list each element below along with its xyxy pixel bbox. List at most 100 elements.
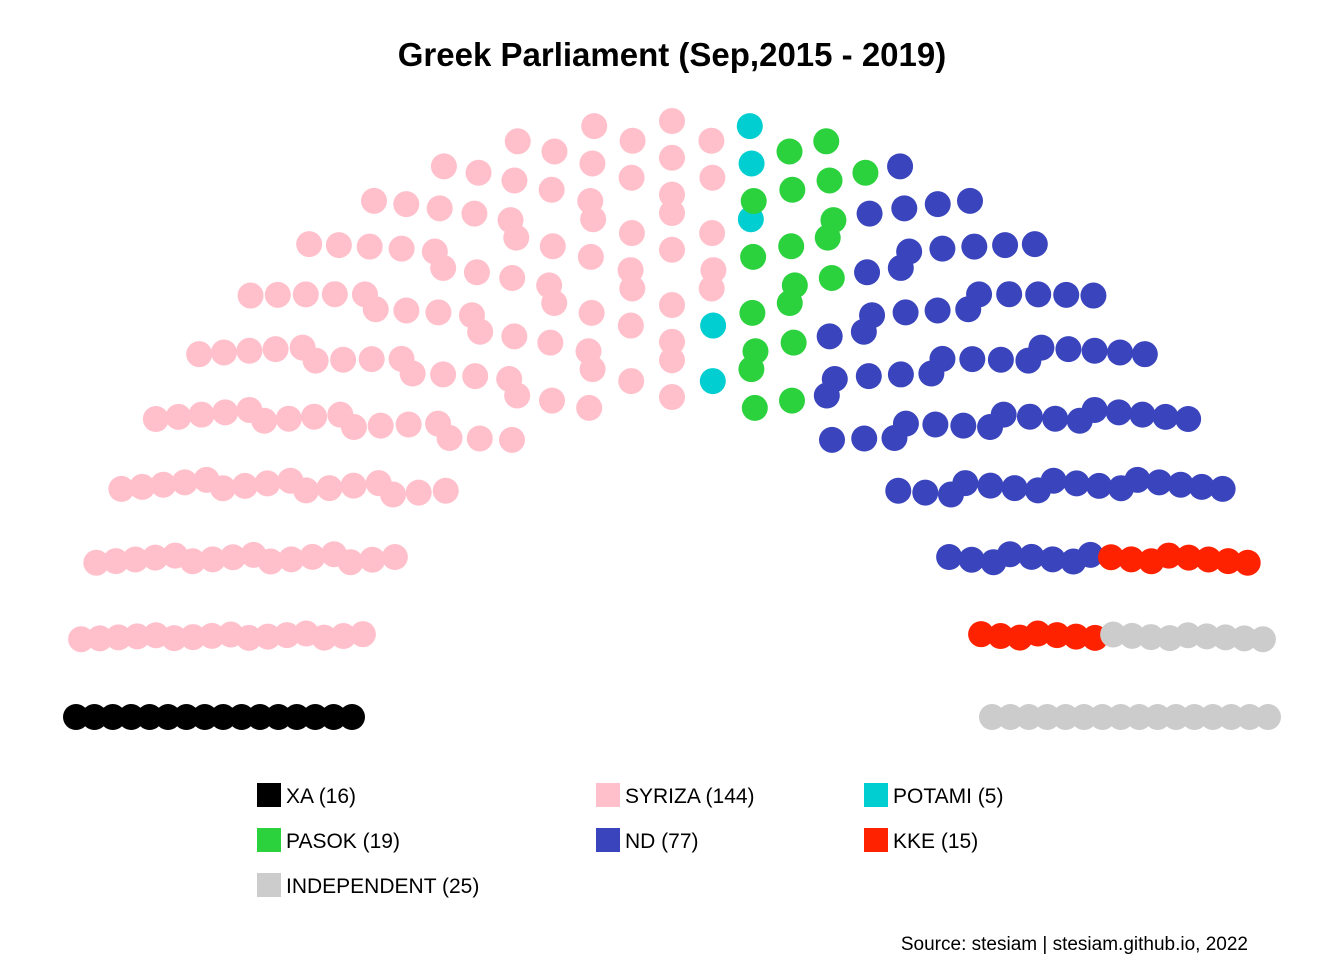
seat-independent [1100,621,1127,648]
seat-nd [961,233,988,260]
seat-syriza [659,236,685,263]
seat-syriza [236,337,263,364]
seat-pasok [779,176,806,203]
seat-syriza [659,108,685,134]
seat-nd [950,412,977,439]
seat-syriza [619,127,646,154]
seat-syriza [575,338,602,365]
legend: XA (16) SYRIZA (144) POTAMI (5) PASOK (19) N… [257,783,1003,898]
seat-nd [929,235,956,262]
seat-syriza [108,475,135,502]
seat-syriza [349,621,376,648]
seat-pasok [818,264,845,291]
seat-nd [1129,401,1156,428]
seat-syriza [499,426,525,453]
seat-independent [979,704,1005,730]
seat-independent [1199,704,1226,730]
seat-independent [1126,704,1153,730]
seat-pasok [742,338,769,365]
seat-kke [1063,623,1090,650]
seat-independent [1137,624,1164,651]
seat-nd [1021,231,1048,258]
seat-nd [992,232,1019,259]
legend-swatch-potami [864,783,888,807]
seat-syriza [254,470,281,497]
seat-nd [891,195,918,222]
seat-pasok [816,167,843,194]
seat-syriza [162,542,189,569]
seat-syriza [426,195,453,222]
seat-kke [1234,549,1261,576]
seat-independent [1174,622,1201,649]
legend-swatch-independent [257,873,281,897]
seat-nd [958,546,985,573]
legend-label-pasok: PASOK (19) [286,830,400,853]
seat-pasok [739,299,766,326]
seat-syriza [358,346,385,373]
seat-nd [859,302,886,329]
seat-nd [959,346,986,373]
seat-syriza [381,544,408,570]
seat-syriza [240,541,267,568]
legend-label-xa: XA (16) [286,785,356,808]
seat-nd [1081,396,1108,423]
seat-pasok [776,138,803,165]
seat-nd [855,363,882,390]
seat-syriza [68,626,95,653]
seat-xa [136,704,163,730]
seat-nd [821,365,848,392]
seat-xa [228,704,255,730]
seat-nd [1167,471,1194,498]
seat-syriza [105,624,132,651]
seat-syriza [217,621,244,648]
seat-syriza [541,138,568,165]
legend-swatch-pasok [257,828,281,852]
seat-nd [1131,341,1158,368]
seat-syriza [165,403,192,430]
seat-syriza [581,113,608,140]
seat-nd [1042,405,1069,432]
seat-syriza [237,282,264,309]
seat-xa [99,704,126,730]
seat-syriza [659,144,685,171]
seat-nd [912,479,939,506]
seat-syriza [296,231,323,258]
seat-syriza [618,164,645,191]
seat-syriza [361,187,387,214]
seat-pasok [740,188,767,215]
seat-xa [173,704,200,730]
seat-syriza [617,257,644,284]
seat-nd [987,346,1014,373]
seat-xa [155,704,181,730]
seat-independent [1218,704,1245,730]
legend-label-independent: INDEPENDENT (25) [286,875,479,898]
seat-potami [699,368,726,395]
seat-pasok [741,394,768,421]
chart-title: Greek Parliament (Sep,2015 - 2019) [398,36,946,73]
seat-nd [896,238,923,265]
seat-nd [990,401,1017,428]
seat-xa [118,704,145,730]
seat-syriza [617,312,644,339]
seat-syriza [577,188,604,215]
seat-syriza [466,425,493,452]
seat-pasok [779,387,805,414]
seat-syriza [262,336,289,363]
seat-nd [924,297,951,324]
seat-nd [1188,473,1215,500]
seat-syriza [393,191,420,218]
seat-syriza [501,167,528,194]
seat-nd [1152,403,1179,430]
seat-nd [1018,543,1045,570]
seat-syriza [536,272,563,299]
seat-kke [1044,622,1070,649]
legend-label-potami: POTAMI (5) [893,785,1003,808]
chart-caption: Source: stesiam | stesiam.github.io, 202… [901,934,1248,955]
seat-syriza [277,467,304,494]
seat-syriza [264,281,291,308]
seat-pasok [781,272,808,299]
seat-pasok [778,233,805,260]
seat-pasok [780,329,807,356]
seat-nd [1175,406,1202,432]
seat-xa [339,704,365,730]
